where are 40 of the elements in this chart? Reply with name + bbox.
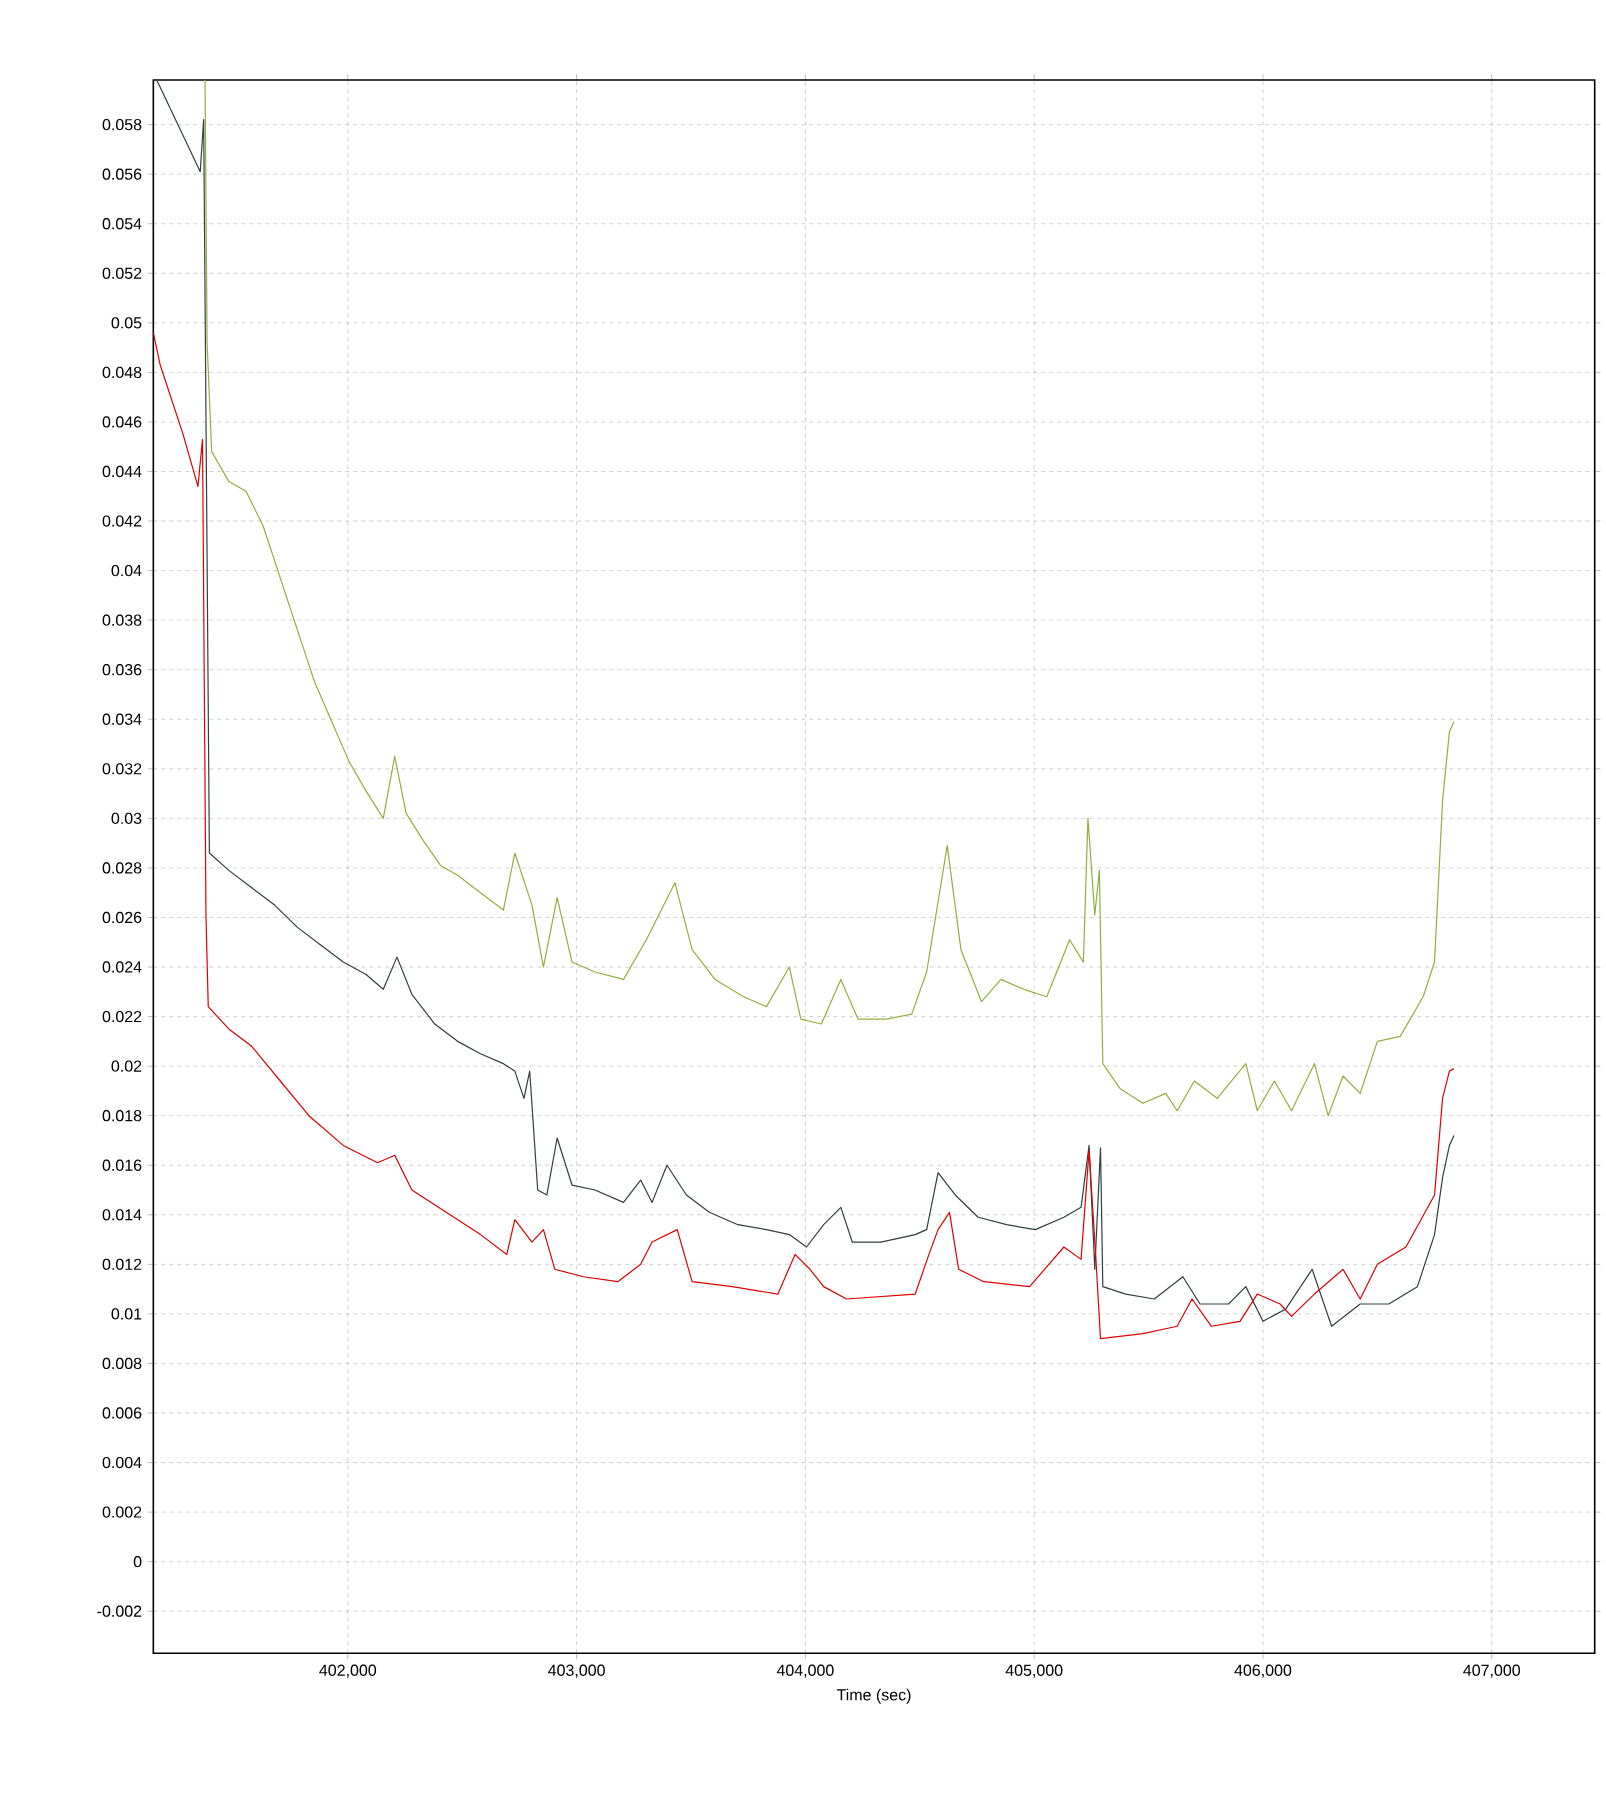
y-tick-label: 0.046 xyxy=(102,416,142,428)
y-tick-label: 0.01 xyxy=(111,1308,142,1320)
y-tick-label: 0.034 xyxy=(102,713,142,725)
y-tick-label: 0.016 xyxy=(102,1159,142,1171)
y-tick-label: 0.024 xyxy=(102,961,142,973)
y-tick-label: 0.054 xyxy=(102,218,142,230)
y-tick-label: 0.022 xyxy=(102,1010,142,1023)
y-tick-label: 0.008 xyxy=(102,1357,142,1370)
y-tick-label: 0.044 xyxy=(102,465,142,478)
y-tick-label: 0.002 xyxy=(102,1506,142,1518)
y-tick-label: 0.02 xyxy=(111,1060,142,1072)
y-tick-label: 0.012 xyxy=(102,1258,142,1270)
y-tick-label: 0.028 xyxy=(102,862,142,874)
x-tick-label: 406,000 xyxy=(1234,1664,1292,1678)
y-tick-label: 0.026 xyxy=(102,911,142,924)
y-tick-label: 0.038 xyxy=(102,614,142,626)
y-tick-label: 0.05 xyxy=(111,317,142,329)
line-series xyxy=(153,332,1455,1340)
y-tick-label: 0.018 xyxy=(102,1110,142,1122)
y-tick-label: 0.052 xyxy=(102,267,142,279)
x-tick-label: 402,000 xyxy=(319,1664,377,1678)
y-tick-label: 0.056 xyxy=(102,168,142,180)
line-series xyxy=(156,80,1455,1327)
y-tick-label: -0.002 xyxy=(97,1605,142,1617)
x-tick-label: 404,000 xyxy=(776,1664,834,1678)
y-tick-label: 0.014 xyxy=(102,1209,142,1221)
x-tick-label: 403,000 xyxy=(548,1664,605,1678)
x-tick-label: 407,000 xyxy=(1463,1664,1521,1678)
y-tick-label: 0.042 xyxy=(102,515,142,527)
x-axis-title: Time (sec) xyxy=(836,1688,911,1704)
y-tick-label: 0.004 xyxy=(102,1456,142,1469)
y-tick-label: 0.006 xyxy=(102,1407,142,1419)
y-tick-label: 0.048 xyxy=(102,366,142,379)
y-tick-label: 0.058 xyxy=(102,118,142,131)
y-tick-label: 0.036 xyxy=(102,664,142,676)
y-tick-label: 0.032 xyxy=(102,763,142,775)
y-tick-label: 0.03 xyxy=(111,812,142,825)
y-tick-label: 0 xyxy=(133,1556,142,1568)
x-tick-label: 405,000 xyxy=(1005,1664,1063,1678)
y-tick-label: 0.04 xyxy=(111,564,142,577)
